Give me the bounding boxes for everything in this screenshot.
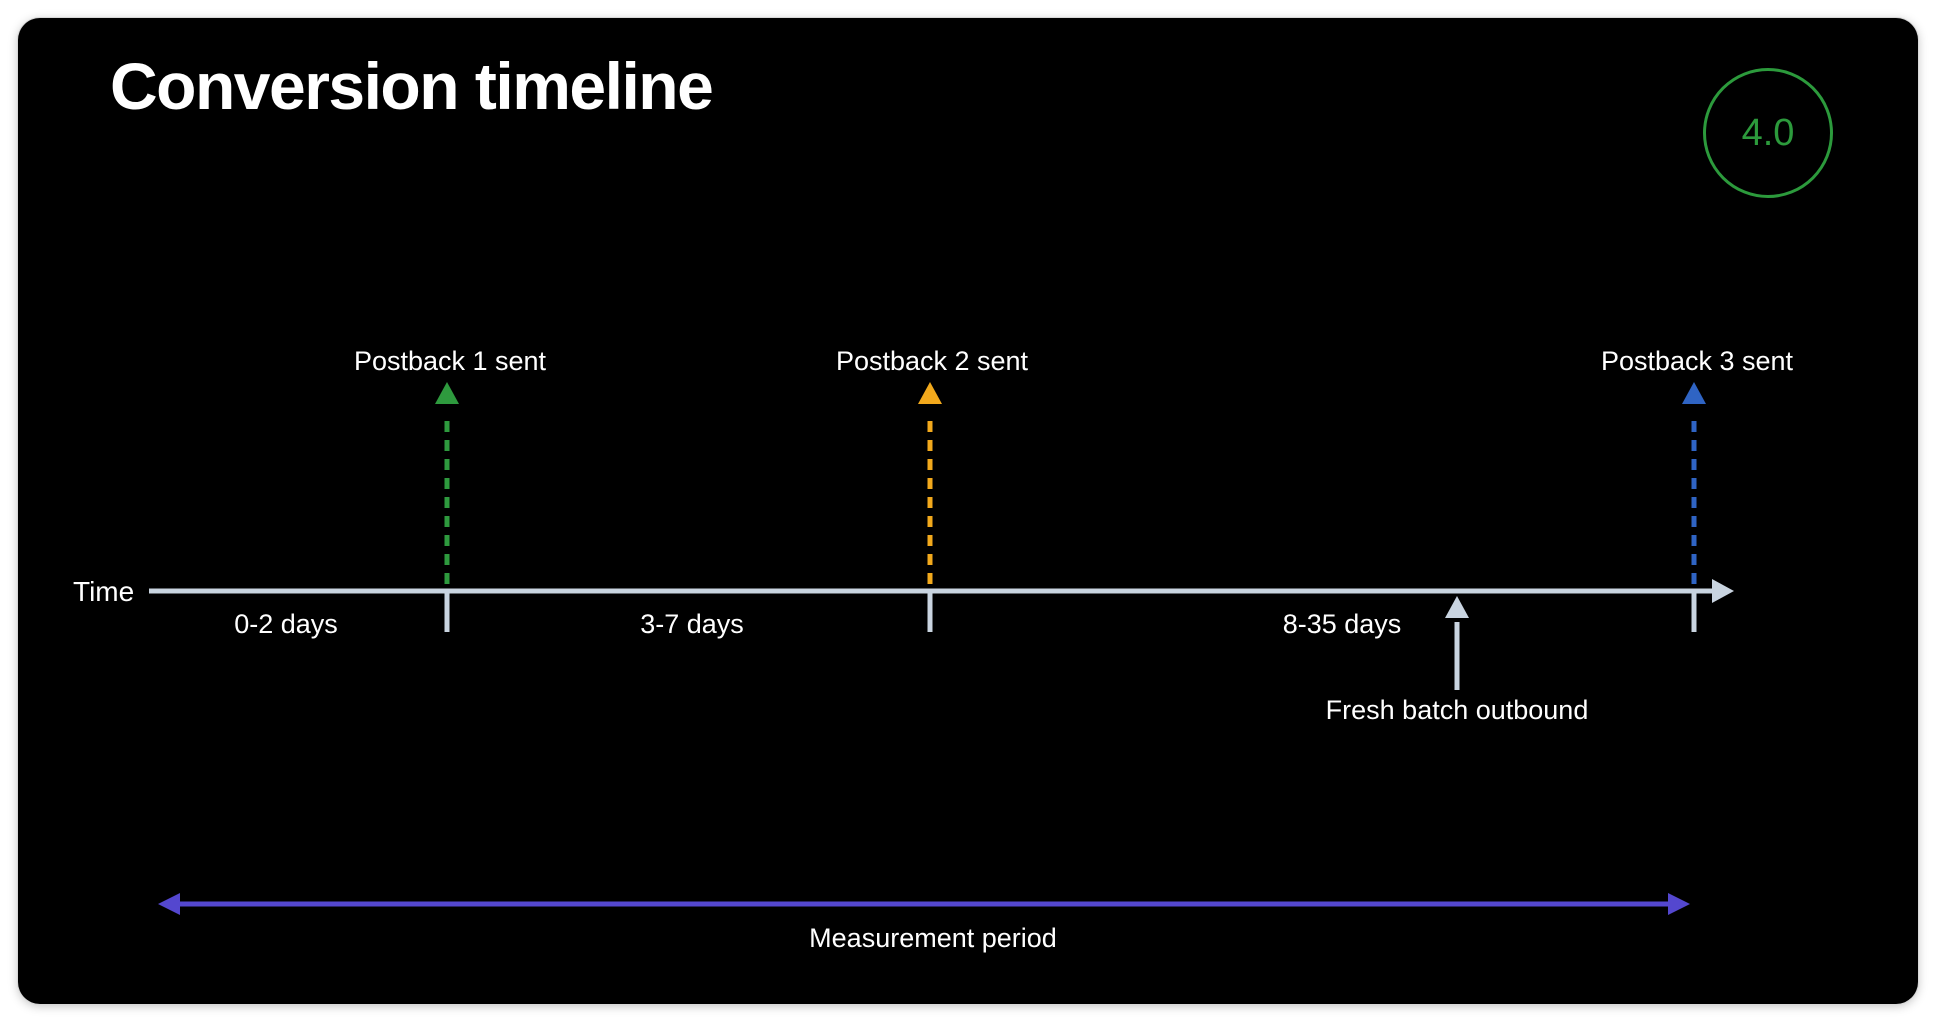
interval-label: 8-35 days [1283,609,1402,639]
slide: Conversion timeline 4.0 Time 0-2 days 3-… [18,18,1918,1004]
postback-3-label: Postback 3 sent [1601,346,1794,376]
axis-label-time: Time [73,576,134,607]
measurement-period-arrowhead-right [1668,893,1690,915]
page-title: Conversion timeline [110,49,714,123]
postback-2-arrowhead [918,382,942,404]
postback-1-label: Postback 1 sent [354,346,547,376]
version-badge: 4.0 [1703,68,1833,198]
interval-label: 3-7 days [640,609,744,639]
measurement-period-label: Measurement period [809,923,1057,953]
postback-2-label: Postback 2 sent [836,346,1029,376]
timeline-diagram: Time 0-2 days 3-7 days 8-35 days Postbac… [73,346,1794,953]
event-label: Fresh batch outbound [1326,695,1589,725]
event-arrowhead [1445,596,1469,618]
postback-1-arrowhead [435,382,459,404]
time-axis-arrowhead [1712,579,1734,603]
interval-label: 0-2 days [234,609,338,639]
measurement-period-arrowhead-left [158,893,180,915]
postback-3-arrowhead [1682,382,1706,404]
